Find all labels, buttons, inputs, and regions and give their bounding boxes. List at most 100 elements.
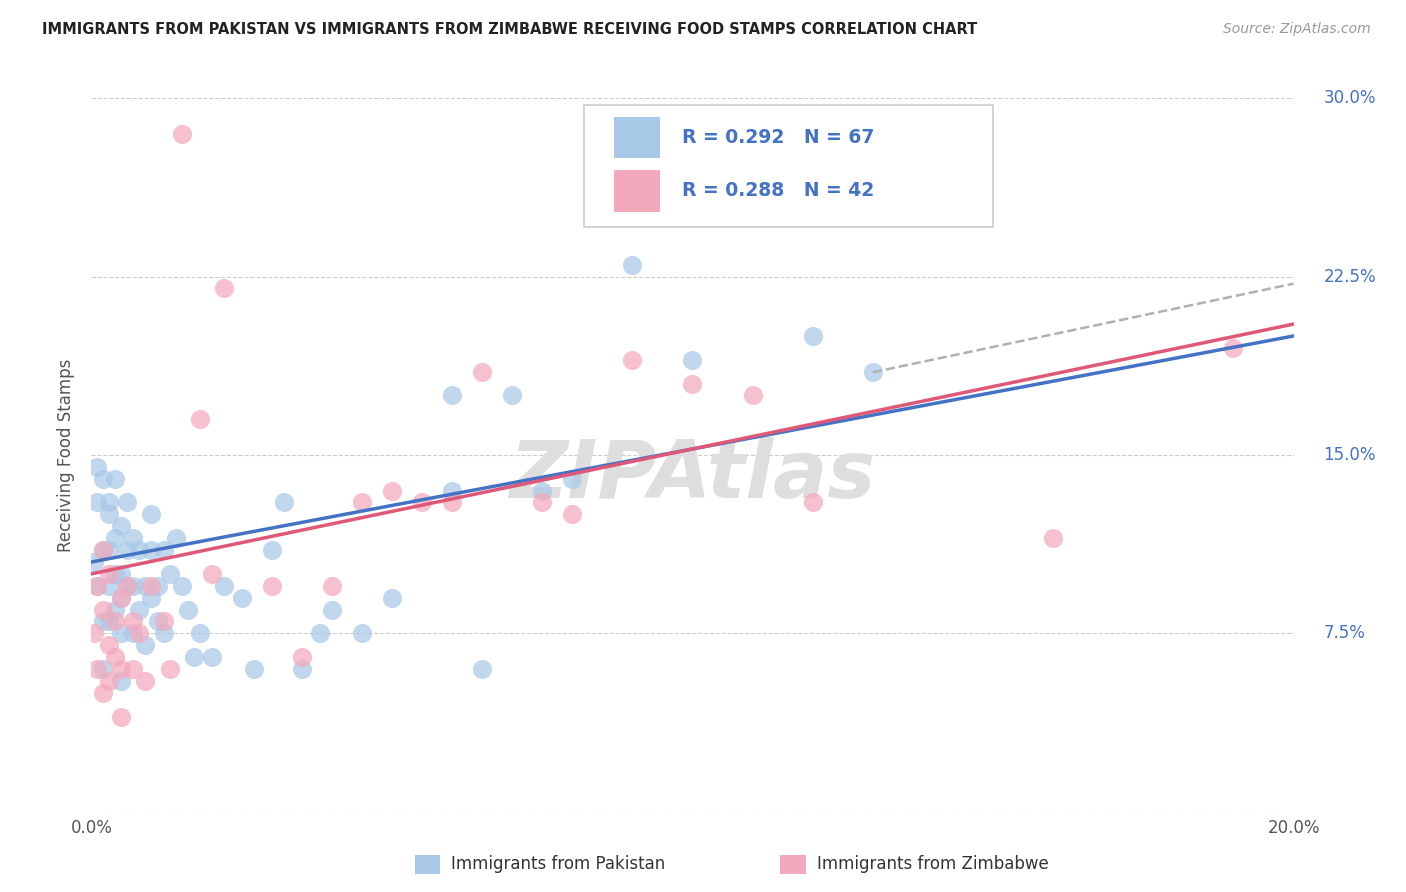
Point bbox=[93, 543, 115, 558]
Point bbox=[83, 626, 105, 640]
Point bbox=[110, 709, 132, 723]
Point bbox=[83, 555, 105, 569]
Point bbox=[110, 519, 132, 533]
Point bbox=[621, 352, 644, 367]
Point bbox=[1042, 531, 1064, 545]
Point bbox=[321, 602, 343, 616]
Point bbox=[411, 495, 433, 509]
Point bbox=[128, 543, 150, 558]
Point bbox=[561, 472, 583, 486]
Point bbox=[440, 483, 463, 498]
Point bbox=[212, 579, 235, 593]
Text: Immigrants from Pakistan: Immigrants from Pakistan bbox=[451, 855, 665, 873]
Text: 15.0%: 15.0% bbox=[1323, 446, 1376, 464]
Point bbox=[1222, 341, 1244, 355]
Point bbox=[122, 531, 145, 545]
Point bbox=[201, 566, 224, 581]
Point bbox=[188, 412, 211, 426]
Point bbox=[440, 388, 463, 402]
Point bbox=[531, 495, 554, 509]
Point bbox=[146, 579, 169, 593]
Point bbox=[93, 472, 115, 486]
Point bbox=[141, 591, 163, 605]
Text: Immigrants from Zimbabwe: Immigrants from Zimbabwe bbox=[817, 855, 1049, 873]
Point bbox=[291, 662, 314, 676]
Point bbox=[128, 602, 150, 616]
Text: ZIPAtlas: ZIPAtlas bbox=[509, 437, 876, 516]
Point bbox=[471, 365, 494, 379]
Point bbox=[134, 673, 156, 688]
Point bbox=[188, 626, 211, 640]
Point bbox=[350, 495, 373, 509]
Point bbox=[141, 543, 163, 558]
Point bbox=[260, 579, 283, 593]
Point bbox=[117, 543, 139, 558]
Point bbox=[86, 662, 108, 676]
Point bbox=[291, 650, 314, 665]
Point bbox=[117, 579, 139, 593]
Point bbox=[159, 662, 181, 676]
Point bbox=[561, 508, 583, 522]
Point bbox=[152, 543, 174, 558]
Point bbox=[152, 626, 174, 640]
Point bbox=[134, 579, 156, 593]
Point bbox=[86, 495, 108, 509]
Point bbox=[308, 626, 330, 640]
Point bbox=[440, 495, 463, 509]
Text: R = 0.288   N = 42: R = 0.288 N = 42 bbox=[682, 181, 875, 201]
Text: R = 0.292   N = 67: R = 0.292 N = 67 bbox=[682, 128, 875, 146]
Point bbox=[159, 566, 181, 581]
Text: IMMIGRANTS FROM PAKISTAN VS IMMIGRANTS FROM ZIMBABWE RECEIVING FOOD STAMPS CORRE: IMMIGRANTS FROM PAKISTAN VS IMMIGRANTS F… bbox=[42, 22, 977, 37]
Point bbox=[146, 615, 169, 629]
Point bbox=[350, 626, 373, 640]
Point bbox=[110, 566, 132, 581]
FancyBboxPatch shape bbox=[614, 117, 659, 158]
Point bbox=[212, 281, 235, 295]
Point bbox=[231, 591, 253, 605]
Point bbox=[93, 662, 115, 676]
Point bbox=[201, 650, 224, 665]
Point bbox=[176, 602, 198, 616]
Point bbox=[93, 615, 115, 629]
Point bbox=[110, 673, 132, 688]
Point bbox=[98, 566, 121, 581]
Point bbox=[86, 459, 108, 474]
FancyBboxPatch shape bbox=[614, 170, 659, 211]
Point bbox=[122, 662, 145, 676]
Text: 22.5%: 22.5% bbox=[1323, 268, 1376, 285]
Point bbox=[141, 508, 163, 522]
Text: Source: ZipAtlas.com: Source: ZipAtlas.com bbox=[1223, 22, 1371, 37]
Point bbox=[86, 579, 108, 593]
Point bbox=[183, 650, 205, 665]
Point bbox=[741, 388, 763, 402]
Point bbox=[152, 615, 174, 629]
Point bbox=[381, 591, 404, 605]
Point bbox=[117, 579, 139, 593]
Point bbox=[93, 543, 115, 558]
Point bbox=[651, 127, 673, 141]
Point bbox=[104, 650, 127, 665]
Point bbox=[110, 591, 132, 605]
Point bbox=[141, 579, 163, 593]
Point bbox=[98, 543, 121, 558]
Point bbox=[681, 376, 703, 391]
Point bbox=[321, 579, 343, 593]
Point bbox=[98, 508, 121, 522]
Point bbox=[122, 615, 145, 629]
Point bbox=[110, 626, 132, 640]
Point bbox=[273, 495, 295, 509]
Point bbox=[86, 579, 108, 593]
Point bbox=[165, 531, 187, 545]
Point bbox=[104, 615, 127, 629]
Point bbox=[98, 579, 121, 593]
Point bbox=[471, 662, 494, 676]
Point bbox=[621, 258, 644, 272]
Point bbox=[98, 615, 121, 629]
Point bbox=[260, 543, 283, 558]
Point bbox=[93, 686, 115, 700]
Text: 30.0%: 30.0% bbox=[1323, 89, 1376, 107]
Point bbox=[110, 662, 132, 676]
Point bbox=[104, 602, 127, 616]
Point bbox=[110, 591, 132, 605]
Point bbox=[242, 662, 264, 676]
